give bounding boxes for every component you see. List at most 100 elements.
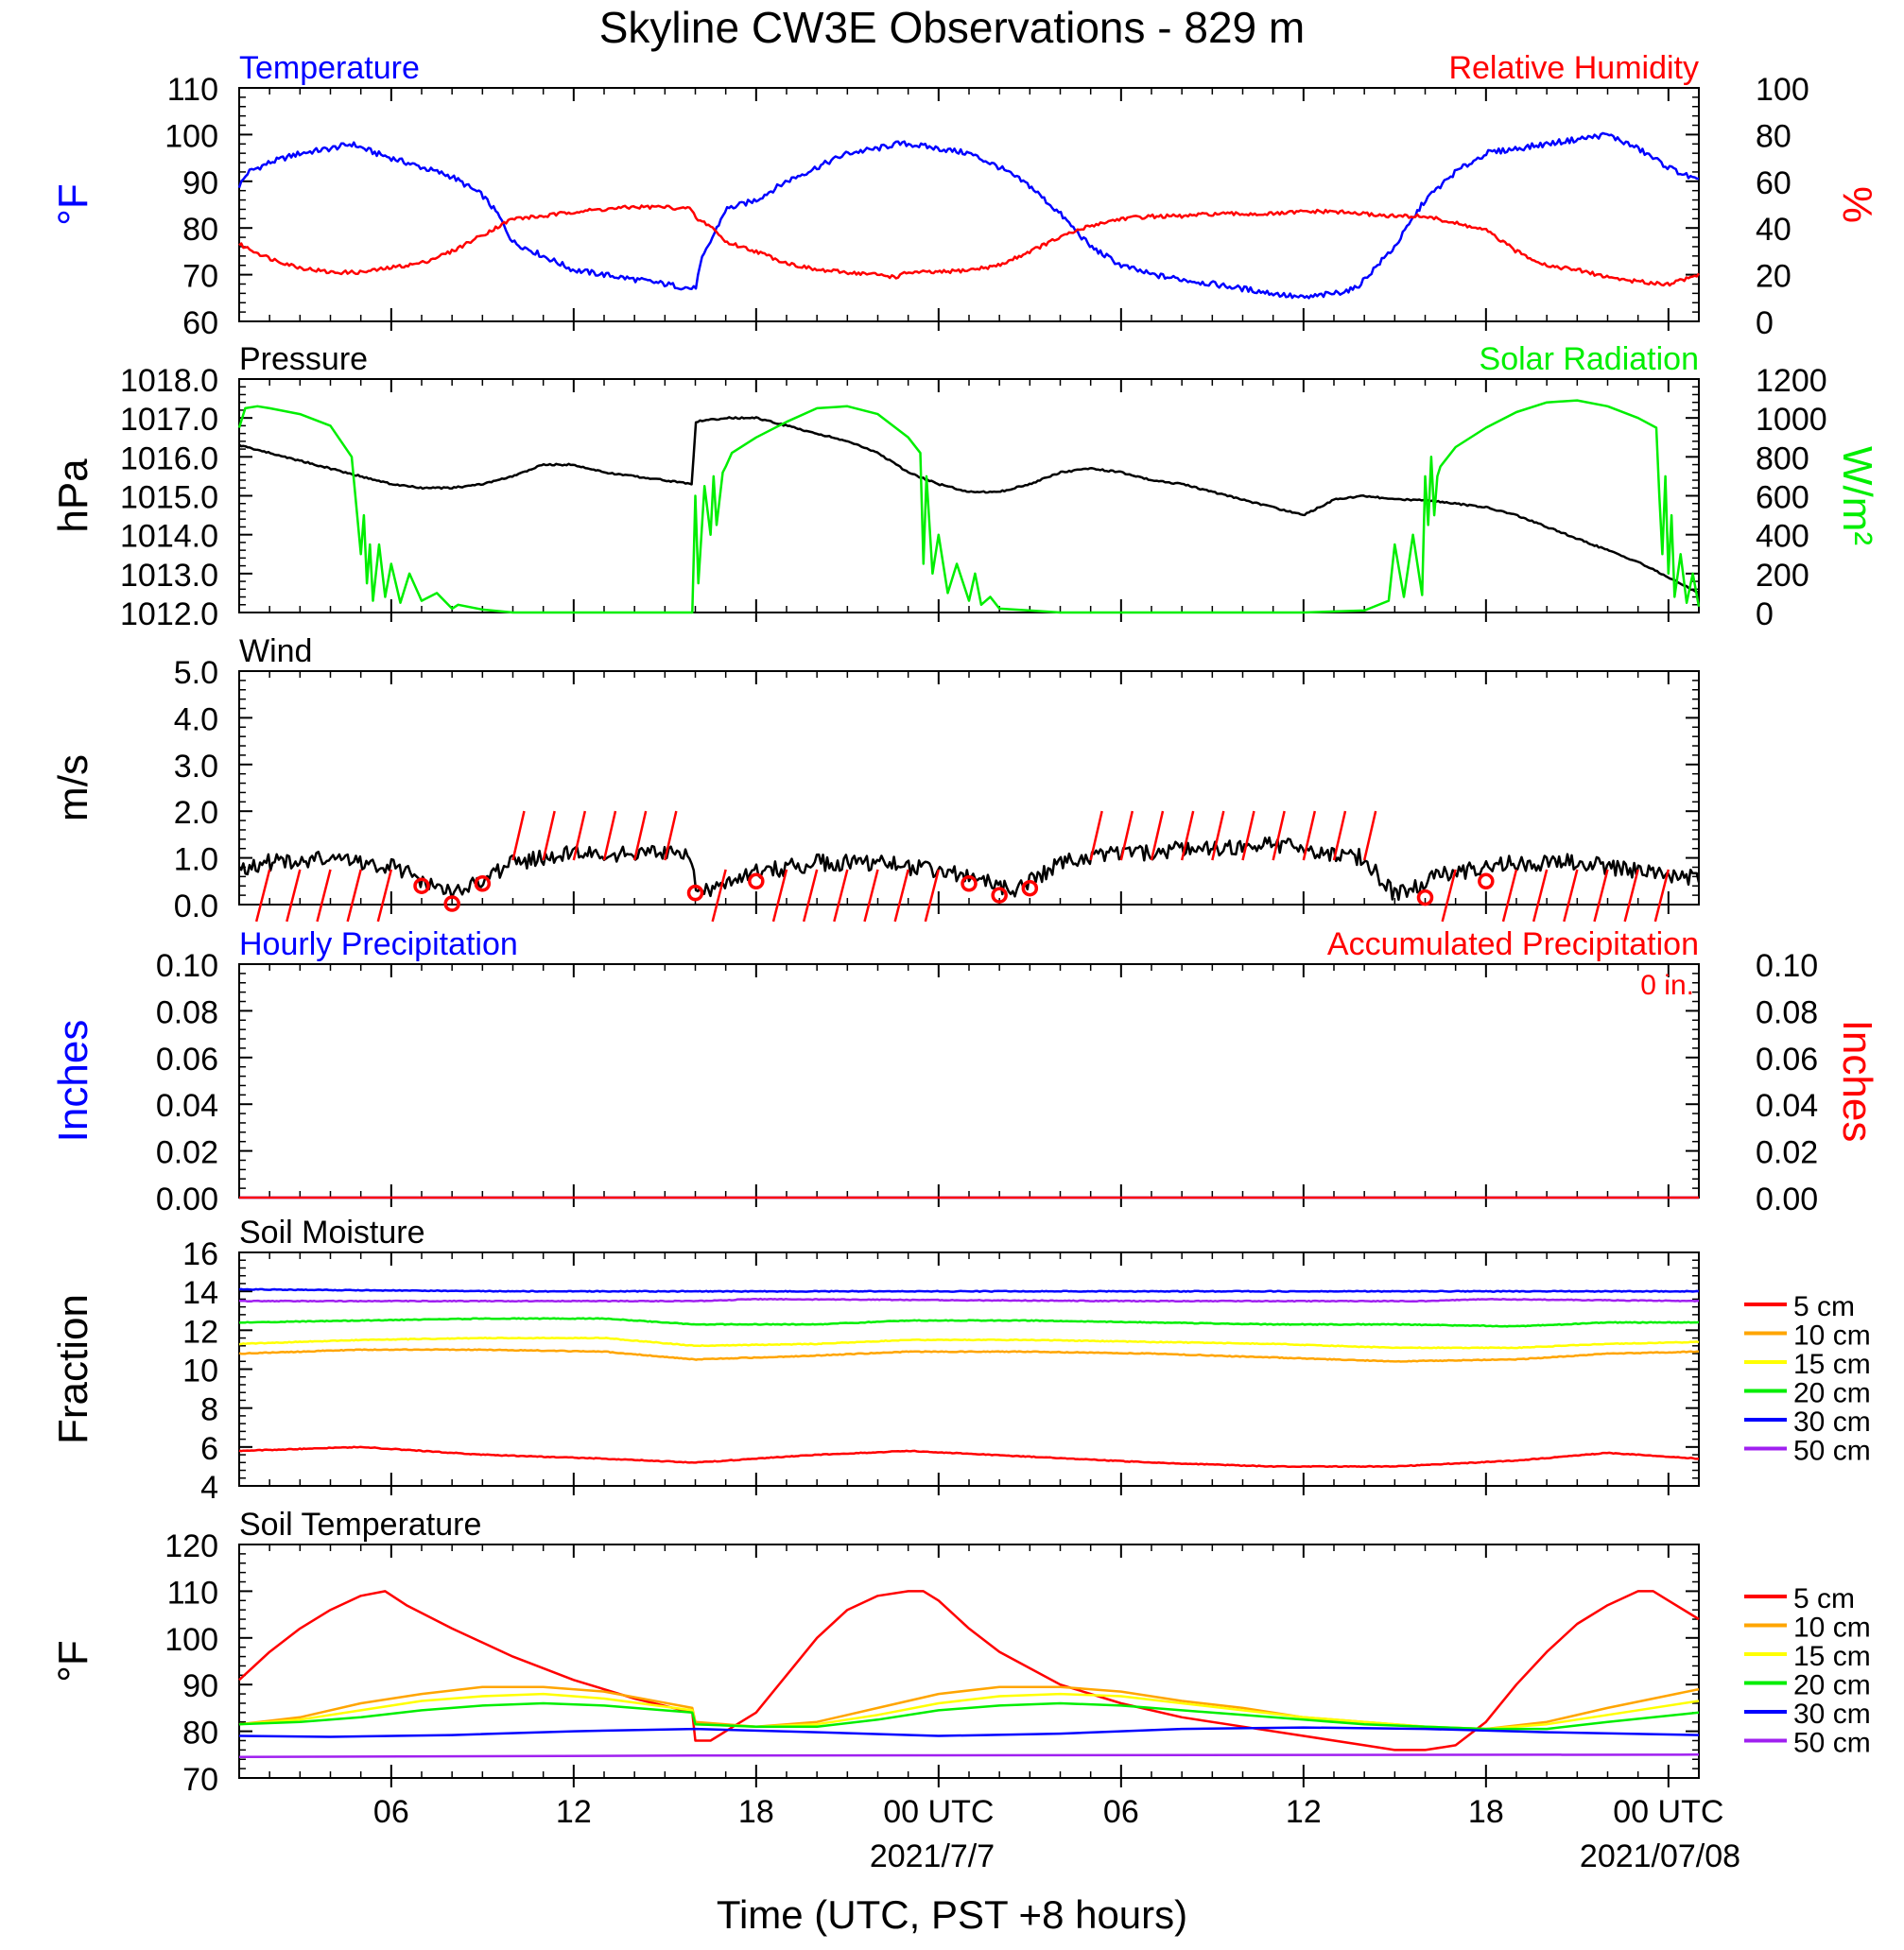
series-line-soil_temperature-2 — [238, 1692, 1700, 1731]
left-tick-label: 16 — [182, 1236, 218, 1272]
wind-barb — [771, 869, 788, 923]
panel-wind — [238, 670, 1701, 923]
wind-barb — [1362, 810, 1377, 861]
wind-barb — [1532, 869, 1549, 923]
panel-title-right: Solar Radiation — [1480, 341, 1699, 377]
series-line-soil_moisture-1 — [238, 1348, 1700, 1363]
figure-title: Skyline CW3E Observations - 829 m — [599, 3, 1306, 52]
legend-entry: 5 cm — [1793, 1291, 1855, 1322]
wind-barb — [511, 810, 526, 861]
wind-barb — [924, 869, 941, 923]
panel-frame — [238, 963, 1700, 1199]
legend-entry: 5 cm — [1793, 1583, 1855, 1614]
wind-barb — [711, 869, 727, 923]
legend-entry: 15 cm — [1793, 1641, 1871, 1672]
left-tick-label: 4 — [200, 1470, 218, 1506]
left-tick-label: 1015.0 — [120, 480, 218, 516]
wind-barb — [572, 810, 587, 861]
wind-barb — [1150, 810, 1165, 861]
right-tick-label: 200 — [1756, 558, 1809, 594]
wind-barb — [1441, 869, 1457, 923]
series-line-soil_moisture-0 — [238, 1445, 1700, 1469]
right-tick-label: 40 — [1756, 212, 1791, 248]
wind-barb — [1332, 810, 1347, 861]
wind-barb — [1211, 810, 1225, 861]
wind-barb — [1593, 869, 1609, 923]
wind-barb — [1241, 810, 1255, 861]
right-tick-label: 100 — [1756, 72, 1809, 108]
series-line-soil_temperature-5 — [238, 1753, 1700, 1759]
series-line-soil_moisture-2 — [238, 1336, 1700, 1350]
wind-barb — [602, 810, 617, 861]
y-axis-label-left: hPa — [50, 458, 96, 533]
legend-entry: 15 cm — [1793, 1349, 1871, 1380]
wind-barb — [632, 810, 648, 861]
panel-title-left: Soil Moisture — [239, 1215, 425, 1251]
calm-wind-marker — [1478, 872, 1495, 890]
panel-precip — [238, 963, 1700, 1207]
panel-temp_rh — [237, 87, 1701, 331]
x-tick-label: 00 UTC — [883, 1794, 994, 1830]
wind-barb — [1501, 869, 1518, 923]
left-tick-label: 14 — [182, 1275, 218, 1311]
left-tick-label: 1014.0 — [120, 519, 218, 555]
calm-wind-marker — [991, 887, 1008, 904]
series-line-soil_temperature-3 — [238, 1701, 1700, 1731]
left-tick-label: 2.0 — [174, 795, 218, 831]
wind-barb — [1653, 869, 1670, 923]
left-tick-label: 100 — [164, 118, 218, 154]
left-tick-label: 3.0 — [174, 749, 218, 785]
right-tick-label: 0 — [1756, 305, 1774, 341]
wind-barb — [833, 869, 849, 923]
legend-entry: 30 cm — [1793, 1406, 1871, 1438]
calm-wind-marker — [413, 877, 430, 894]
right-tick-label: 0.08 — [1756, 994, 1818, 1030]
left-tick-label: 1013.0 — [120, 558, 218, 594]
series-line-pressure_solar-0 — [238, 416, 1700, 595]
panel-title-left: Wind — [239, 633, 312, 669]
wind-barb — [346, 869, 362, 923]
legend-entry: 10 cm — [1793, 1320, 1871, 1352]
left-tick-label: 0.06 — [156, 1042, 218, 1078]
left-tick-label: 6 — [200, 1431, 218, 1467]
left-tick-label: 120 — [164, 1528, 218, 1564]
panel-soil_temperature — [238, 1544, 1787, 1787]
wind-barb — [376, 869, 393, 923]
left-tick-label: 100 — [164, 1622, 218, 1658]
wind-barb — [316, 869, 332, 923]
x-tick-label: 00 UTC — [1613, 1794, 1723, 1830]
wind-barb — [863, 869, 879, 923]
y-axis-label-left: °F — [50, 183, 96, 225]
legend-entry: 50 cm — [1793, 1728, 1871, 1759]
left-tick-label: 80 — [182, 212, 218, 248]
panel-title-left: Temperature — [239, 50, 420, 86]
left-tick-label: 80 — [182, 1716, 218, 1752]
left-tick-label: 1016.0 — [120, 440, 218, 476]
legend-entry: 20 cm — [1793, 1670, 1871, 1701]
left-tick-label: 0.10 — [156, 948, 218, 984]
right-tick-label: 0 — [1756, 596, 1774, 632]
left-tick-label: 70 — [182, 1762, 218, 1798]
legend-entry: 20 cm — [1793, 1378, 1871, 1409]
left-tick-label: 0.02 — [156, 1135, 218, 1171]
series-line-pressure_solar-1 — [237, 399, 1701, 614]
x-tick-label: 18 — [738, 1794, 774, 1830]
legend-entry: 10 cm — [1793, 1613, 1871, 1644]
left-tick-label: 1017.0 — [120, 402, 218, 438]
x-tick-label: 18 — [1468, 1794, 1504, 1830]
x-tick-label: 12 — [556, 1794, 592, 1830]
x-tick-label: 12 — [1286, 1794, 1322, 1830]
wind-barb — [1563, 869, 1579, 923]
series-line-soil_moisture-5 — [238, 1297, 1700, 1303]
right-tick-label: 1200 — [1756, 363, 1827, 399]
calm-wind-marker — [748, 872, 765, 890]
right-tick-label: 0.04 — [1756, 1088, 1818, 1124]
right-tick-label: 0.10 — [1756, 948, 1818, 984]
date-label-1: 2021/7/7 — [870, 1838, 995, 1874]
wind-barb — [802, 869, 819, 923]
left-tick-label: 0.04 — [156, 1088, 218, 1124]
right-tick-label: 1000 — [1756, 402, 1827, 438]
y-axis-label-left: Inches — [50, 1020, 96, 1143]
y-axis-label-left: m/s — [50, 754, 96, 821]
